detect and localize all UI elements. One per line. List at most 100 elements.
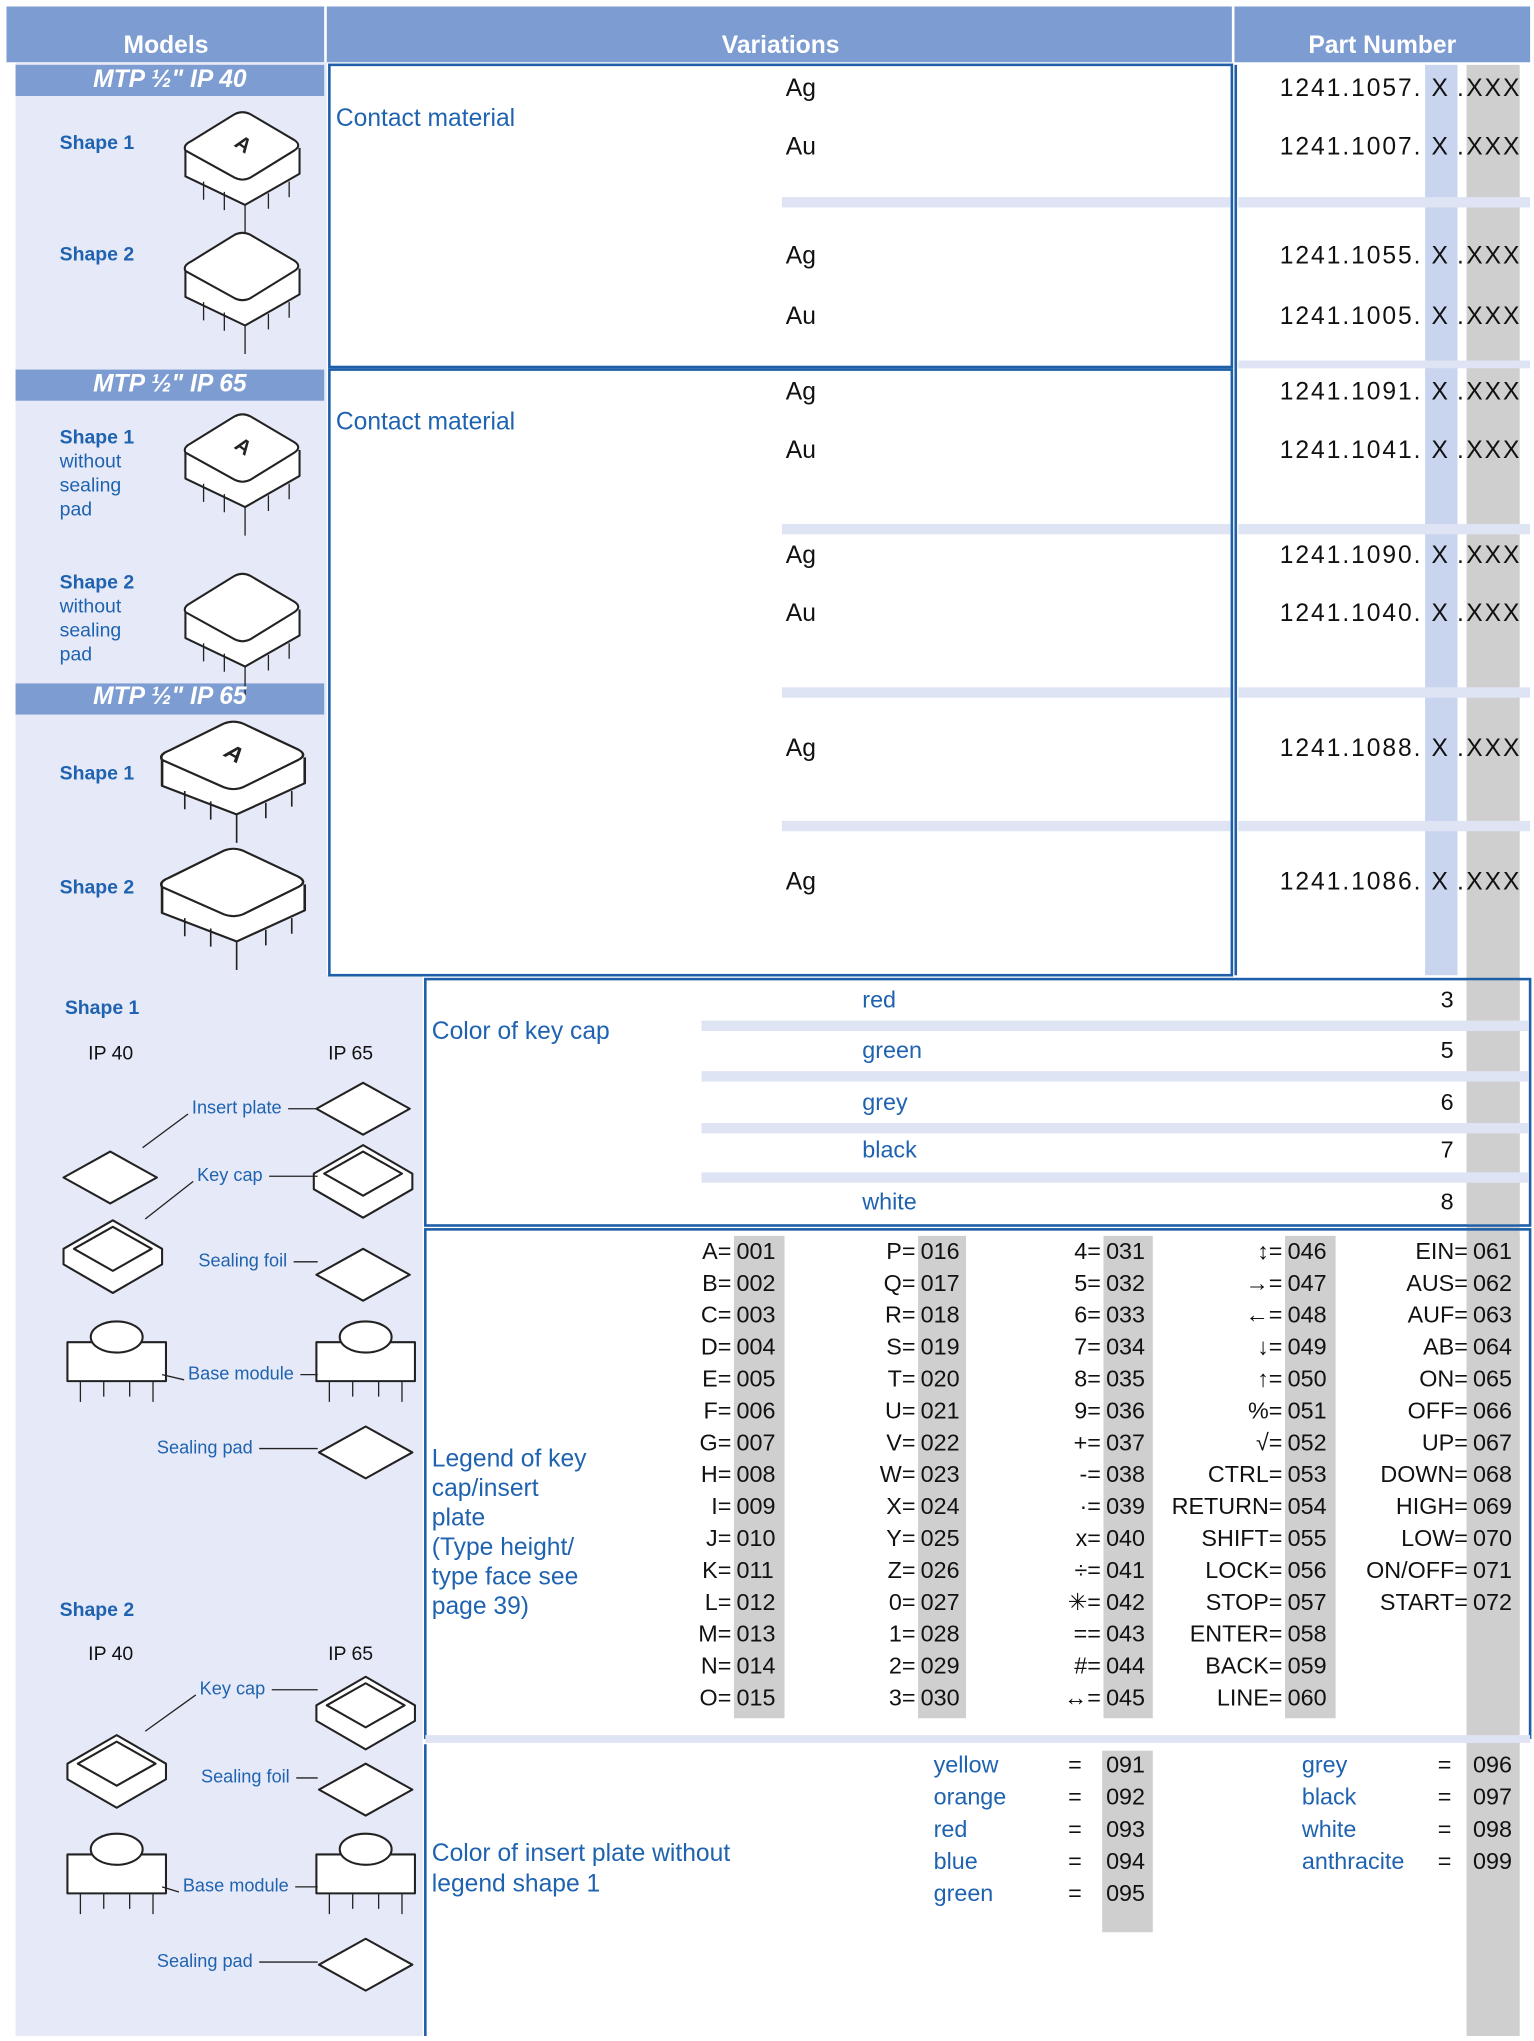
leader-line	[161, 1373, 185, 1381]
equals: =	[1438, 1784, 1452, 1810]
legend-code: 029	[921, 1653, 960, 1679]
legend-code: 003	[737, 1302, 776, 1328]
view-title: Shape 1	[65, 997, 140, 1019]
legend-code: 056	[1288, 1557, 1327, 1583]
legend-code: 021	[921, 1397, 960, 1423]
variation-label: Contact material	[336, 408, 515, 435]
legend-key: STOP=	[1206, 1589, 1283, 1615]
insert-color-code: 099	[1473, 1848, 1512, 1874]
shape-label: Shape 1	[60, 426, 135, 448]
legend-key: →=	[1245, 1270, 1282, 1296]
variation: Ag	[786, 75, 816, 102]
legend-label: page 39)	[432, 1593, 529, 1620]
shape-note: without	[59, 596, 122, 618]
legend-code: 036	[1106, 1397, 1145, 1423]
code-columns	[733, 1235, 1520, 1933]
ip-label: IP 65	[328, 1643, 373, 1665]
legend-code: 017	[921, 1270, 960, 1296]
legend-key: %=	[1248, 1397, 1282, 1423]
part-xxx: XXX	[1466, 735, 1521, 762]
legend-key: ==	[1074, 1621, 1101, 1647]
insert-color-name: yellow	[934, 1751, 999, 1777]
insert-label: Color of insert plate without	[432, 1840, 731, 1867]
legend-key: K=	[702, 1557, 731, 1583]
leader-line	[142, 1113, 189, 1149]
legend-key: D=	[701, 1334, 731, 1360]
insert-color-code: 095	[1106, 1880, 1145, 1906]
part-label: Sealing pad	[157, 1951, 253, 1971]
legend-code: 020	[921, 1366, 960, 1392]
legend-code: 035	[1106, 1366, 1145, 1392]
part-label: Sealing foil	[201, 1767, 290, 1787]
part-x: X	[1431, 735, 1449, 762]
legend-code: 009	[737, 1493, 776, 1519]
legend-key: ↓=	[1257, 1334, 1282, 1360]
legend-key: J=	[706, 1525, 731, 1551]
shape-note: pad	[60, 498, 92, 520]
legend-code: 055	[1288, 1525, 1327, 1551]
part-x: X	[1431, 242, 1449, 269]
part-dot: .	[1457, 133, 1466, 160]
legend-key: RETURN=	[1172, 1493, 1283, 1519]
part-number: 1241.1090.	[1280, 542, 1423, 569]
legend-code: 049	[1288, 1334, 1327, 1360]
bands	[701, 1020, 1529, 1183]
legend-code: 038	[1106, 1461, 1145, 1487]
legend-key: P=	[886, 1238, 915, 1264]
color-name: white	[861, 1189, 916, 1215]
legend-code: 002	[737, 1270, 776, 1296]
variation: Au	[786, 303, 816, 330]
color-name: green	[862, 1037, 922, 1063]
view-title: Shape 2	[60, 1599, 135, 1621]
legend-key: SHIFT=	[1201, 1525, 1282, 1551]
legend-key: BACK=	[1205, 1653, 1282, 1679]
legend-box	[424, 1228, 1532, 1740]
model-header	[15, 369, 325, 401]
legend-key: ←=	[1245, 1302, 1282, 1328]
legend-code: 030	[921, 1685, 960, 1711]
legend-code: 007	[737, 1429, 776, 1455]
legend-key: E=	[702, 1366, 731, 1392]
band	[425, 1735, 1531, 1743]
legend-key: 2=	[889, 1653, 916, 1679]
legend-code: 040	[1106, 1525, 1145, 1551]
model-header	[15, 64, 325, 96]
insert-color-name: red	[934, 1816, 968, 1842]
legend-key: UP=	[1422, 1429, 1468, 1455]
legend-key: C=	[701, 1302, 731, 1328]
part-x: X	[1431, 542, 1449, 569]
part-number: 1241.1086.	[1280, 869, 1423, 896]
legend-code: 069	[1473, 1493, 1512, 1519]
color-code: 8	[1441, 1189, 1454, 1215]
insert-color-code: 094	[1106, 1848, 1145, 1874]
color-code: 6	[1441, 1089, 1454, 1115]
legend-code: 051	[1288, 1397, 1327, 1423]
shape-note: sealing	[60, 474, 122, 496]
legend-code: 025	[921, 1525, 960, 1551]
legend-label: (Type height/	[432, 1534, 575, 1561]
legend-key: 0=	[889, 1589, 916, 1615]
legend-code: 070	[1473, 1525, 1512, 1551]
legend-key: AUS=	[1406, 1270, 1468, 1296]
variation: Au	[786, 133, 816, 160]
part-xxx: XXX	[1466, 600, 1521, 627]
legend-code: 016	[921, 1238, 960, 1264]
legend-code: 068	[1473, 1461, 1512, 1487]
legend-key: ↕=	[1257, 1238, 1282, 1264]
part-xxx: XXX	[1466, 869, 1521, 896]
equals: =	[1438, 1816, 1452, 1842]
equals: =	[1068, 1880, 1082, 1906]
insert-color-name: blue	[934, 1848, 978, 1874]
insert-color-code: 097	[1473, 1784, 1512, 1810]
part-dot: .	[1457, 378, 1466, 405]
legend-key: M=	[698, 1621, 731, 1647]
legend-key: G=	[700, 1429, 732, 1455]
legend-code: 042	[1106, 1589, 1145, 1615]
legend-code: 066	[1473, 1397, 1512, 1423]
legend-code: 026	[921, 1557, 960, 1583]
legend-code: 060	[1288, 1685, 1327, 1711]
part-x: X	[1431, 437, 1449, 464]
equals: =	[1438, 1751, 1452, 1777]
shape-note: without	[59, 450, 122, 472]
equals: =	[1068, 1751, 1082, 1777]
